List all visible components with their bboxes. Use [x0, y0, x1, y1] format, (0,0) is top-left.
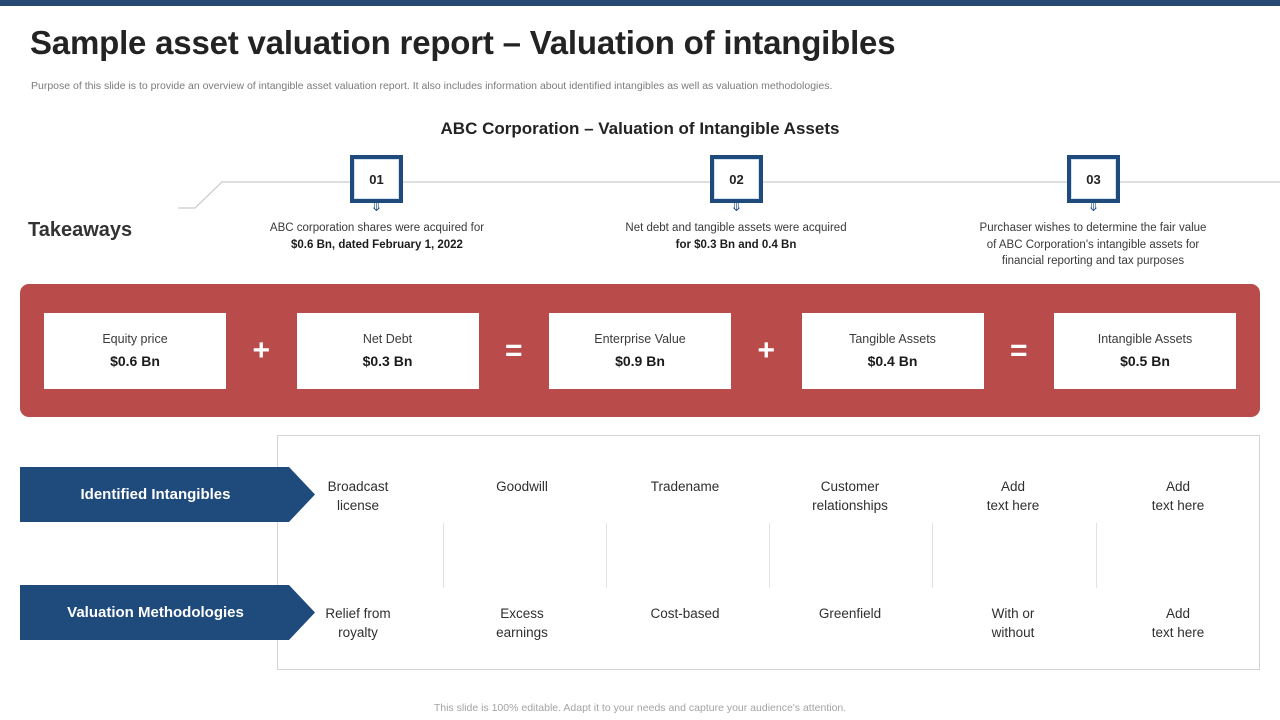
matrix-cell-line2: license: [336, 498, 380, 514]
plus-icon-2: +: [757, 333, 776, 367]
matrix-cell-r1c1: Broadcast license: [298, 477, 418, 515]
equation-card-value: $0.3 Bn: [362, 353, 413, 369]
matrix-cell-line2: earnings: [496, 625, 548, 641]
matrix-cell-r1c6: Add text here: [1118, 477, 1238, 515]
equals-icon-1: =: [504, 333, 523, 367]
matrix-divider-5: [1096, 523, 1097, 588]
takeaways-label: Takeaways: [28, 219, 133, 241]
matrix-row-tag-label: Valuation Methodologies: [67, 604, 244, 621]
footer-note: This slide is 100% editable. Adapt it to…: [433, 702, 847, 714]
timeline-step-2-box[interactable]: 02: [710, 155, 763, 203]
equation-card-value: $0.9 Bn: [615, 353, 665, 369]
matrix-cell-r1c2: Goodwill: [462, 477, 582, 496]
equation-card-label: Equity price: [102, 332, 168, 346]
equation-card-label: Net Debt: [362, 332, 413, 346]
matrix-divider-3: [769, 523, 770, 588]
matrix-cell-r2c2: Excess earnings: [462, 604, 582, 642]
equals-icon-2: =: [1009, 333, 1028, 367]
timeline-step-3-number: 03: [1071, 159, 1116, 199]
matrix-cell-line1: With or: [991, 606, 1035, 621]
matrix-cell-line2: text here: [1151, 498, 1205, 514]
timeline-step-1-text: ABC corporation shares were acquired for…: [237, 220, 517, 253]
matrix-row-tag-valuation-methodologies[interactable]: Valuation Methodologies: [20, 585, 315, 640]
matrix-cell-line2: without: [991, 625, 1035, 641]
matrix-cell-line1: Add: [1000, 479, 1026, 494]
timeline-step-1-box[interactable]: 01: [350, 155, 403, 203]
matrix-cell-r1c5: Add text here: [953, 477, 1073, 515]
equation-card-tangible-assets[interactable]: Tangible Assets $0.4 Bn: [801, 312, 984, 389]
timeline-step-3-text: Purchaser wishes to determine the fair v…: [953, 220, 1233, 270]
matrix-cell-line1: Tradename: [650, 479, 720, 494]
equation-card-value: $0.4 Bn: [867, 353, 918, 369]
timeline-step-3-line1: Purchaser wishes to determine the fair v…: [979, 222, 1207, 234]
matrix-divider-1: [443, 523, 444, 588]
timeline-step-1-line2: $0.6 Bn, dated February 1, 2022: [291, 238, 463, 251]
timeline-step-1-number: 01: [354, 159, 399, 199]
matrix-cell-r2c4: Greenfield: [788, 604, 912, 623]
plus-icon-1: +: [252, 333, 271, 367]
timeline-step-3-line2: of ABC Corporation's intangible assets f…: [986, 238, 1200, 251]
equation-card-label: Tangible Assets: [849, 332, 936, 346]
matrix-cell-line1: Add: [1165, 479, 1191, 494]
matrix-cell-line2: royalty: [338, 625, 378, 641]
matrix-row-tag-label: Identified Intangibles: [80, 486, 231, 503]
timeline-step-2-line2: for $0.3 Bn and 0.4 Bn: [675, 238, 797, 251]
matrix-cell-line2: text here: [986, 498, 1040, 514]
matrix-cell-line1: Broadcast: [327, 479, 389, 494]
equation-card-intangible-assets[interactable]: Intangible Assets $0.5 Bn: [1054, 312, 1236, 389]
equation-card-equity-price[interactable]: Equity price $0.6 Bn: [44, 312, 226, 389]
matrix-cell-r2c5: With or without: [953, 604, 1073, 642]
timeline-step-2-line1: Net debt and tangible assets were acquir…: [625, 222, 847, 234]
equation-card-enterprise-value[interactable]: Enterprise Value $0.9 Bn: [549, 312, 731, 389]
matrix-cell-line1: Add: [1165, 606, 1191, 621]
matrix-divider-2: [606, 523, 607, 588]
timeline-step-2-number: 02: [714, 159, 759, 199]
matrix-cell-r2c6: Add text here: [1118, 604, 1238, 642]
equation-card-label: Intangible Assets: [1097, 332, 1193, 346]
equation-card-value: $0.6 Bn: [110, 353, 160, 369]
matrix-cell-line1: Cost-based: [650, 606, 720, 621]
timeline-step-1-line1: ABC corporation shares were acquired for: [269, 222, 485, 234]
matrix-cell-line1: Greenfield: [818, 606, 882, 621]
timeline-step-3-box[interactable]: 03: [1067, 155, 1120, 203]
matrix-cell-r2c3: Cost-based: [625, 604, 745, 623]
equation-card-label: Enterprise Value: [594, 332, 686, 346]
timeline-step-2-text: Net debt and tangible assets were acquir…: [596, 220, 876, 253]
matrix-cell-r1c3: Tradename: [625, 477, 745, 496]
matrix-cell-line1: Relief from: [325, 606, 391, 621]
matrix-row-tag-identified-intangibles[interactable]: Identified Intangibles: [20, 467, 315, 522]
top-accent-bar: [0, 0, 1280, 6]
equation-card-value: $0.5 Bn: [1120, 353, 1170, 369]
valuation-equation-band: Equity price $0.6 Bn + Net Debt $0.3 Bn …: [20, 284, 1260, 417]
matrix-cell-r2c1: Relief from royalty: [298, 604, 418, 642]
section-heading: ABC Corporation – Valuation of Intangibl…: [440, 119, 840, 138]
matrix-cell-line1: Goodwill: [496, 479, 548, 494]
matrix-cell-line1: Excess: [500, 606, 544, 621]
timeline-step-3-line3: financial reporting and tax purposes: [1001, 255, 1185, 268]
matrix-cell-line2: relationships: [812, 498, 888, 514]
matrix-cell-r1c4: Customer relationships: [788, 477, 912, 515]
matrix-cell-line2: text here: [1151, 625, 1205, 641]
chevron-down-icon-2: ⤋: [731, 202, 742, 214]
matrix-divider-4: [932, 523, 933, 588]
chevron-down-icon-3: ⤋: [1088, 202, 1099, 214]
page-subtitle: Purpose of this slide is to provide an o…: [31, 80, 833, 92]
matrix-cell-line1: Customer: [820, 479, 880, 494]
page-title: Sample asset valuation report – Valuatio…: [30, 24, 896, 61]
equation-card-net-debt[interactable]: Net Debt $0.3 Bn: [296, 312, 479, 389]
chevron-down-icon-1: ⤋: [371, 202, 382, 214]
